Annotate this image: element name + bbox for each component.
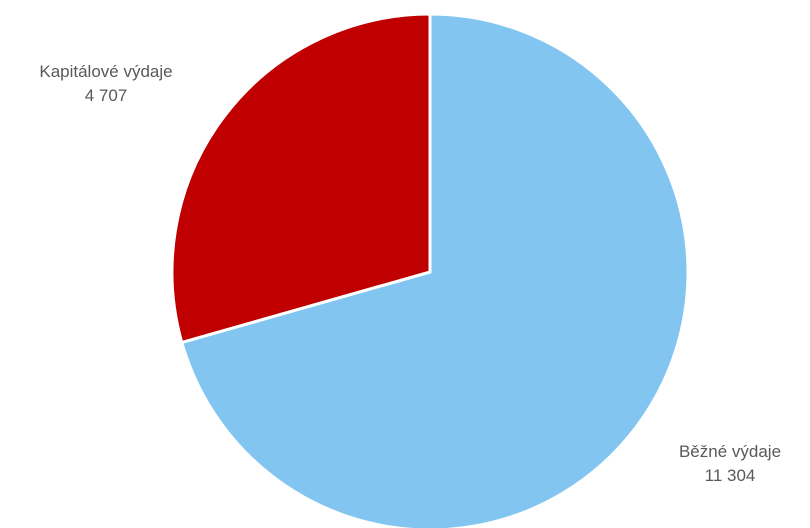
slice-label-bezne-vydaje: Běžné výdaje 11 304	[660, 440, 800, 488]
pie-slice-1	[170, 12, 432, 344]
slice-label-value: 4 707	[84, 86, 128, 105]
slice-label-value: 11 304	[704, 466, 756, 485]
slice-label-name: Běžné výdaje	[678, 442, 782, 461]
slice-label-name: Kapitálové výdaje	[39, 62, 173, 81]
pie-slice-0	[180, 12, 690, 528]
slice-label-kapitalove-vydaje: Kapitálové výdaje 4 707	[8, 60, 204, 108]
